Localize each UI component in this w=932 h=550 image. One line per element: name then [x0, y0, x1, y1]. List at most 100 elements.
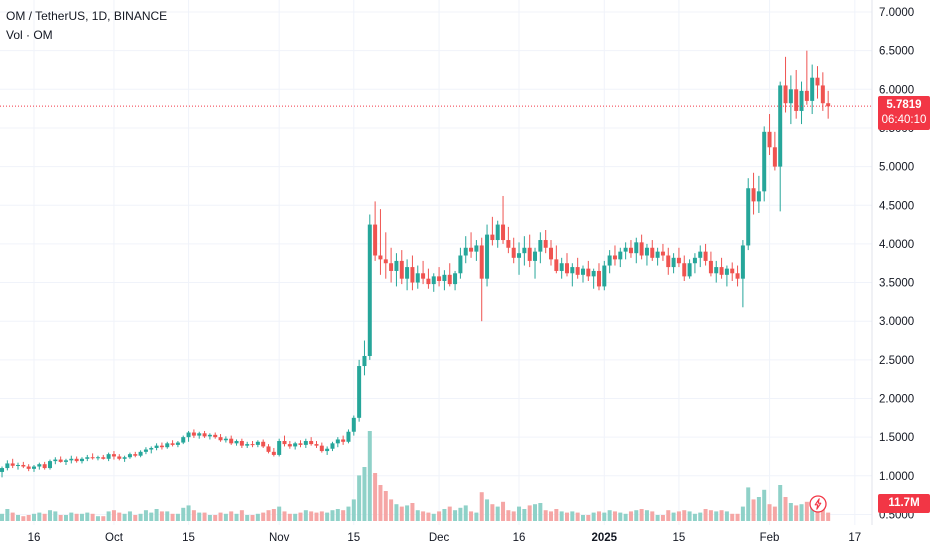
candle-body [735, 273, 740, 279]
candle [122, 455, 127, 462]
last-price-value: 5.7819 [886, 99, 922, 111]
candle-body [799, 90, 804, 111]
candle [554, 245, 559, 274]
candle-body [591, 270, 596, 277]
candle [458, 247, 463, 279]
candle-body [405, 267, 410, 279]
candle-body [708, 260, 713, 274]
candle [213, 432, 218, 439]
candle-body [117, 456, 122, 459]
candle-body [69, 458, 74, 461]
candle-body [421, 273, 426, 279]
volume-bar [378, 485, 383, 521]
candle-body [250, 444, 255, 446]
candle [85, 454, 90, 462]
candle [47, 459, 52, 470]
candle [37, 462, 42, 470]
volume-bar [319, 511, 324, 521]
candle [437, 267, 442, 287]
volume-bar [479, 492, 484, 521]
candle-body [692, 257, 697, 264]
candle [309, 437, 314, 446]
candle-body [245, 444, 250, 446]
volume-bar [565, 512, 569, 521]
candle [612, 245, 617, 266]
candle [165, 441, 170, 449]
symbol-title[interactable]: OM / TetherUS, 1D, BINANCE [6, 9, 168, 23]
candle [575, 257, 580, 279]
volume-bar [698, 512, 703, 521]
candle [565, 253, 569, 277]
candle [692, 253, 697, 274]
volume-bar [506, 510, 511, 521]
candle-body [341, 439, 346, 442]
candle-body [554, 259, 559, 271]
candle-body [154, 445, 159, 448]
x-tick-label: 15 [673, 532, 686, 544]
volume-bar [154, 509, 159, 521]
candle [277, 438, 282, 457]
candle-body [298, 443, 303, 445]
volume-bar [287, 513, 292, 521]
x-tick-label: 17 [848, 532, 861, 544]
candle-body [415, 273, 420, 283]
candle [559, 257, 564, 279]
candle-body [325, 448, 330, 452]
volume-bar [335, 509, 340, 521]
volume-bar [122, 513, 127, 521]
volume-bar [10, 512, 15, 521]
candle-body [479, 245, 484, 279]
volume-bar [772, 506, 777, 521]
volume-bar [186, 505, 191, 521]
candle [580, 265, 585, 283]
x-tick-label: Nov [269, 532, 290, 544]
candle [703, 243, 708, 266]
volume-bar [783, 497, 788, 521]
candle-body [666, 255, 671, 268]
volume-bar [32, 513, 36, 521]
volume-bar [522, 509, 527, 521]
candle [111, 451, 116, 460]
volume-legend[interactable]: Vol · OM [6, 28, 53, 42]
volume-bar [714, 511, 719, 521]
candle [373, 201, 378, 261]
volume-bar [53, 511, 58, 521]
candle-body [111, 454, 116, 457]
candle [538, 232, 543, 264]
candle-body [186, 432, 191, 438]
candle [10, 458, 15, 469]
candle [186, 430, 191, 442]
candle-body [783, 85, 788, 104]
candle-body [357, 366, 362, 418]
candle [245, 441, 250, 448]
volume-bar [650, 511, 655, 521]
candle [266, 444, 271, 454]
volume-bar [362, 467, 367, 521]
volume-bar [143, 510, 148, 521]
candle-body [282, 441, 287, 445]
volume-bar [778, 485, 783, 521]
flash-icon[interactable] [809, 495, 827, 513]
candle-body [527, 247, 532, 261]
y-tick-label: 2.0000 [879, 394, 914, 406]
volume-bar [612, 511, 617, 521]
candle [623, 242, 628, 260]
volume-bar [751, 499, 756, 521]
candle [133, 451, 138, 458]
volume-bar [165, 511, 170, 521]
candle [506, 226, 511, 254]
volume-bar [421, 511, 426, 521]
volume-bar [410, 503, 415, 521]
volume-bar [346, 506, 351, 521]
candle-body [213, 434, 218, 438]
x-tick-label: 2025 [592, 532, 618, 544]
volume-bar [730, 513, 735, 521]
y-tick-label: 4.0000 [879, 239, 914, 251]
chart-legend: OM / TetherUS, 1D, BINANCE Vol · OM [6, 7, 167, 45]
candle [474, 240, 479, 261]
candle-body [293, 443, 298, 447]
candle [628, 240, 633, 258]
candle [287, 441, 292, 449]
candle [154, 443, 159, 451]
